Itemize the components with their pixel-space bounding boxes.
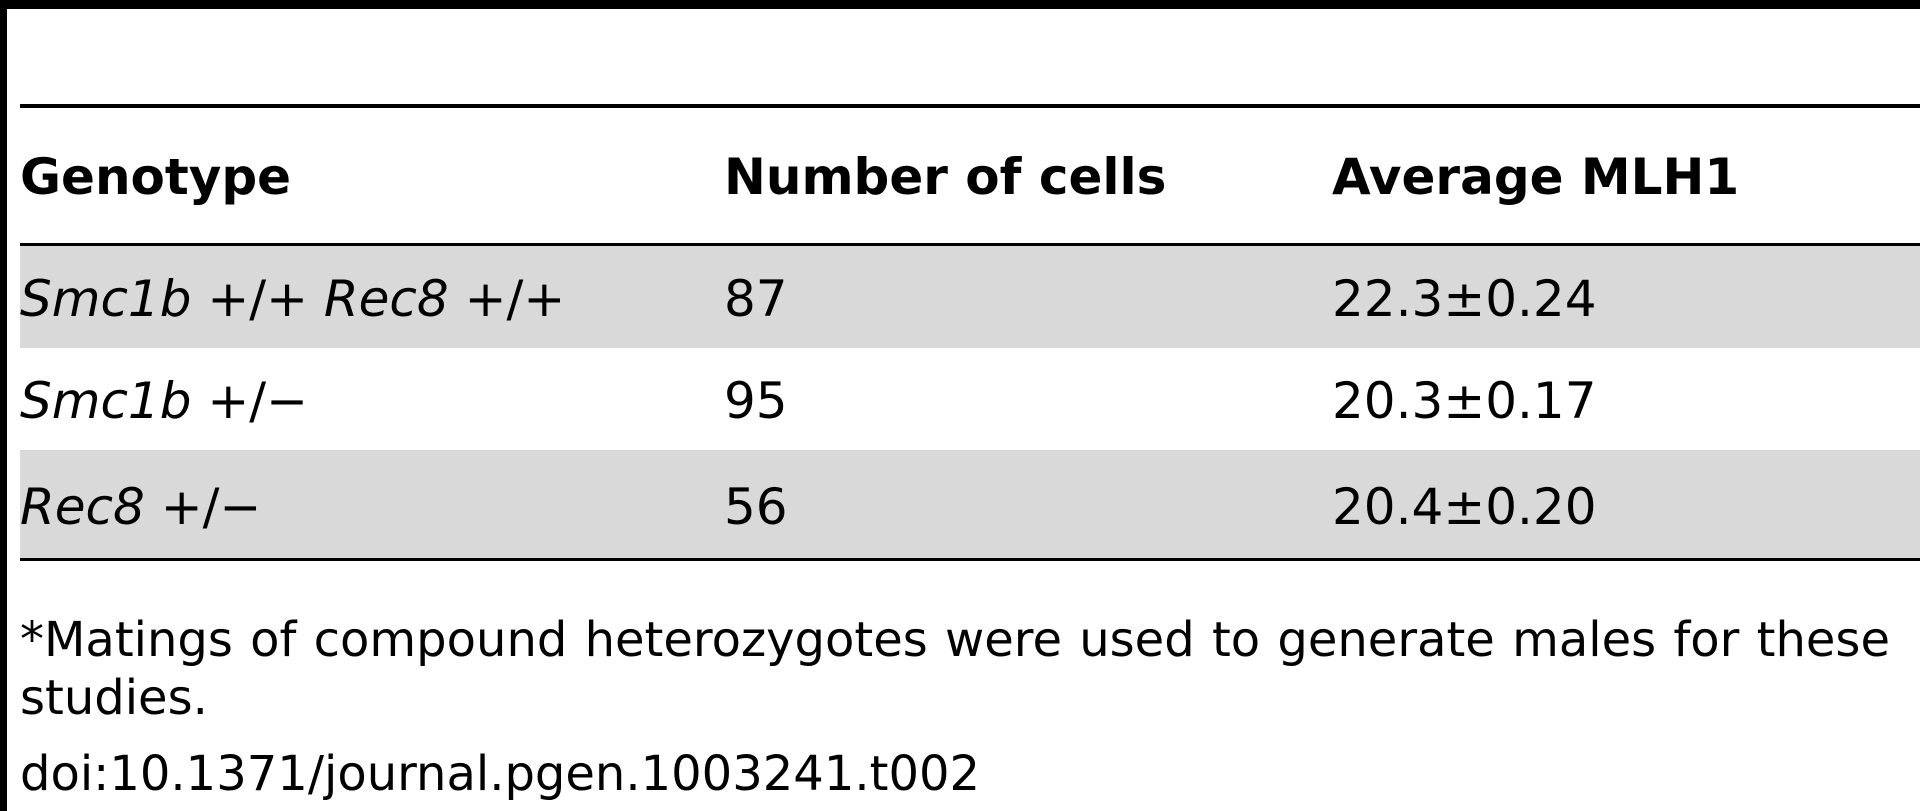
genotype-cell: Smc1b +/−: [20, 376, 308, 426]
top-rule: [0, 0, 1920, 9]
genotype-cell: Rec8 +/−: [20, 482, 261, 532]
header-genotype: Genotype: [20, 148, 292, 206]
average-mlh1-cell: 20.4±0.20: [1332, 478, 1597, 536]
table-bottom-rule: [20, 558, 1920, 561]
gene-name: Smc1b: [20, 270, 192, 328]
number-of-cells-cell: 95: [724, 372, 788, 430]
table-header-row: Genotype Number of cells Average MLH1: [20, 108, 1920, 243]
left-border: [0, 0, 7, 811]
average-mlh1-cell: 20.3±0.17: [1332, 372, 1597, 430]
table-row: Smc1b +/+ Rec8 +/+ 87 22.3±0.24: [20, 246, 1920, 348]
number-of-cells-cell: 56: [724, 478, 788, 536]
table-row: Rec8 +/− 56 20.4±0.20: [20, 450, 1920, 558]
doi-link[interactable]: doi:10.1371/journal.pgen.1003241.t002: [20, 746, 981, 802]
table-row: Smc1b +/− 95 20.3±0.17: [20, 348, 1920, 450]
allele: +/+: [191, 270, 324, 328]
header-number-of-cells: Number of cells: [724, 148, 1167, 206]
allele: +/+: [448, 270, 566, 328]
average-mlh1-cell: 22.3±0.24: [1332, 270, 1597, 328]
allele: +/−: [144, 478, 262, 536]
gene-name: Rec8: [20, 478, 145, 536]
header-bottom-rule: [20, 243, 1920, 246]
genotype-cell: Smc1b +/+ Rec8 +/+: [20, 274, 565, 324]
header-average-mlh1: Average MLH1: [1332, 148, 1740, 206]
allele: +/−: [191, 372, 309, 430]
header-top-rule: [20, 104, 1920, 108]
number-of-cells-cell: 87: [724, 270, 788, 328]
table-footnote: *Matings of compound heterozygotes were …: [20, 612, 1890, 726]
gene-name: Smc1b: [20, 372, 192, 430]
gene-name: Rec8: [323, 270, 449, 328]
